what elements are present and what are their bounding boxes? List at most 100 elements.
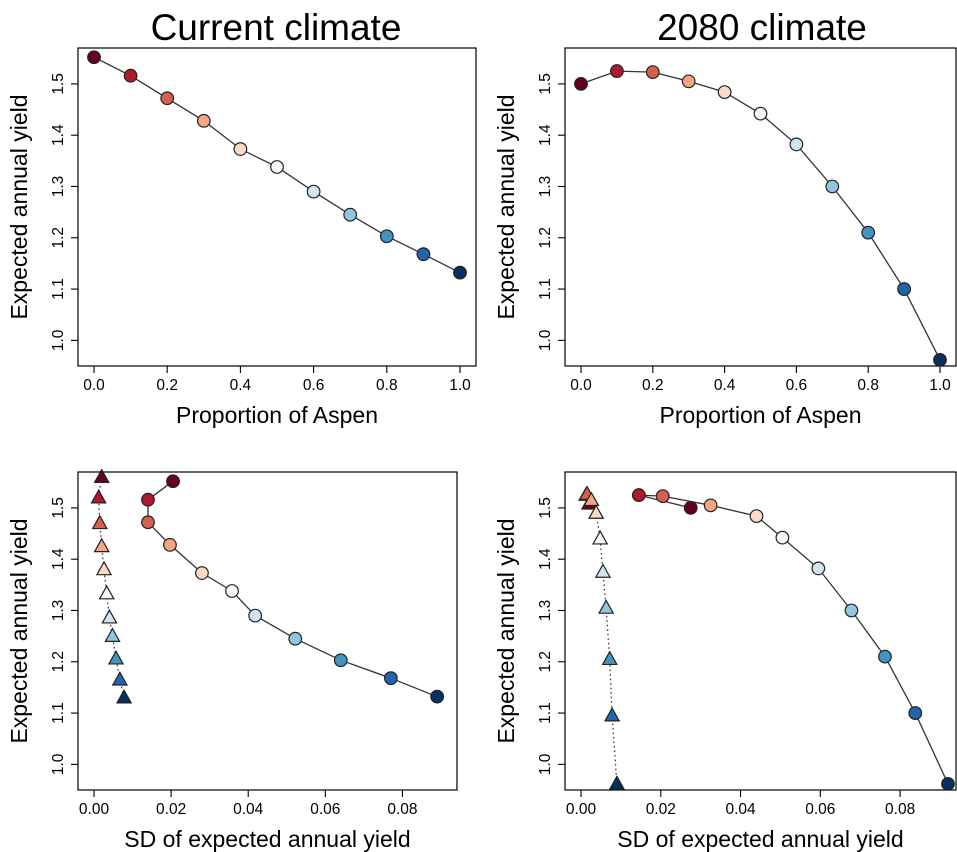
- y-axis-label: Expected annual yield: [6, 518, 32, 743]
- y-tick-label: 1.4: [537, 124, 554, 146]
- y-tick-label: 1.5: [50, 73, 67, 95]
- circle-point: [789, 137, 804, 152]
- x-tick-label: 1.0: [449, 377, 471, 394]
- circle-point: [655, 489, 670, 504]
- circle-point: [141, 515, 155, 530]
- circle-point: [908, 706, 923, 720]
- circle-point: [123, 68, 138, 83]
- y-tick-label: 1.3: [537, 600, 554, 622]
- panel-2: 0.0 0.2 0.4 0.6 0.8 1.0 1.0 1.1 1.2 1.3 1.4 1.5 Prop…: [493, 47, 957, 428]
- x-axis-label: SD of expected annual yield: [617, 826, 903, 852]
- y-tick-label: 1.1: [50, 702, 67, 724]
- circle-point: [844, 603, 859, 618]
- x-tick-label: 0.06: [805, 801, 835, 818]
- circle-point: [288, 631, 303, 646]
- x-tick-label: 0.6: [786, 377, 808, 394]
- x-tick-label: 0.8: [376, 377, 398, 394]
- plot-frame: [77, 47, 477, 367]
- x-tick-label: 0.08: [387, 801, 417, 818]
- plot-frame: [564, 47, 957, 367]
- x-tick-label: 0.6: [303, 377, 325, 394]
- triangle-point: [111, 670, 128, 686]
- circle-point: [195, 566, 209, 580]
- triangle-point: [583, 491, 600, 507]
- triangle-point: [597, 599, 615, 614]
- circle-point: [861, 225, 876, 240]
- y-tick-label: 1.4: [537, 548, 554, 570]
- panel-3: 0.00 0.02 0.04 0.06 0.08 1.0 1.1 1.2 1.3 1.4 1.5 SD…: [6, 468, 458, 852]
- triangle-point: [93, 468, 110, 483]
- y-tick-label: 1.0: [537, 329, 554, 351]
- y-tick-label: 1.0: [50, 329, 67, 351]
- triangle-point: [98, 584, 115, 600]
- circle-point: [703, 498, 718, 513]
- triangle-point: [90, 488, 107, 504]
- triangle-point: [107, 649, 125, 665]
- panels: 0.0 0.2 0.4 0.6 0.8 1.0 1.0 1.1 1.2 1.3 1.4 1.5 Prop…: [6, 47, 957, 852]
- y-tick-label: 1.0: [50, 753, 67, 775]
- circle-point: [166, 474, 180, 489]
- y-tick-label: 1.1: [50, 278, 67, 300]
- triangle-point: [95, 560, 113, 576]
- x-tick-label: 0.0: [570, 377, 592, 394]
- y-tick-label: 1.2: [537, 227, 554, 249]
- circle-point: [306, 184, 321, 199]
- circle-point: [897, 282, 911, 296]
- y-axis-label: Expected annual yield: [6, 94, 32, 319]
- circle-point: [825, 179, 840, 194]
- circle-point: [631, 488, 646, 502]
- circle-point: [270, 160, 284, 174]
- circle-point: [379, 229, 394, 244]
- y-tick-label: 1.1: [537, 702, 554, 724]
- circle-point: [343, 207, 358, 222]
- triangle-point: [104, 627, 121, 642]
- y-tick-label: 1.5: [537, 497, 554, 519]
- y-tick-label: 1.3: [50, 600, 67, 622]
- circle-point: [383, 671, 398, 686]
- x-axis-label: SD of expected annual yield: [124, 826, 410, 852]
- x-tick-label: 0.06: [310, 801, 340, 818]
- x-tick-label: 0.00: [79, 801, 110, 818]
- circle-point: [87, 50, 101, 65]
- y-axis-label: Expected annual yield: [493, 94, 519, 319]
- y-tick-label: 1.2: [537, 651, 554, 673]
- y-tick-label: 1.5: [50, 497, 67, 519]
- series-line-1: [638, 494, 949, 785]
- triangle-point: [115, 688, 133, 704]
- circle-point: [453, 265, 467, 280]
- triangle-point: [591, 529, 609, 545]
- triangle-point: [93, 537, 110, 553]
- circle-point: [248, 608, 263, 623]
- x-tick-label: 0.02: [646, 801, 676, 818]
- x-tick-label: 0.08: [885, 801, 915, 818]
- y-tick-label: 1.1: [537, 278, 554, 300]
- triangle-point: [594, 563, 612, 578]
- y-tick-label: 1.0: [537, 753, 554, 775]
- circle-point: [160, 91, 175, 106]
- y-axis-label: Expected annual yield: [493, 518, 519, 743]
- circle-point: [610, 64, 624, 78]
- triangle-point: [91, 514, 108, 530]
- y-tick-label: 1.4: [50, 124, 67, 146]
- x-tick-label: 0.04: [233, 801, 264, 818]
- x-tick-label: 0.2: [642, 377, 664, 394]
- panel-4: 0.00 0.02 0.04 0.06 0.08 1.0 1.1 1.2 1.3 1.4 1.5 SD…: [493, 471, 957, 852]
- triangle-point: [101, 608, 118, 624]
- x-axis-label: Proportion of Aspen: [176, 402, 378, 428]
- circle-point: [333, 653, 348, 668]
- triangle-point: [588, 504, 605, 519]
- x-tick-label: 0.2: [156, 377, 178, 394]
- circle-point: [225, 584, 239, 598]
- x-tick-label: 1.0: [929, 377, 951, 394]
- circle-point: [233, 142, 248, 156]
- circle-point: [775, 530, 790, 545]
- circle-point: [574, 77, 588, 91]
- x-tick-label: 0.4: [230, 377, 252, 394]
- y-tick-label: 1.4: [50, 548, 67, 570]
- plot-frame: [564, 471, 957, 791]
- plot-frame: [77, 471, 458, 791]
- series-line-1: [147, 480, 438, 698]
- circle-point: [141, 492, 155, 507]
- circle-point: [717, 85, 732, 100]
- circle-point: [163, 537, 177, 552]
